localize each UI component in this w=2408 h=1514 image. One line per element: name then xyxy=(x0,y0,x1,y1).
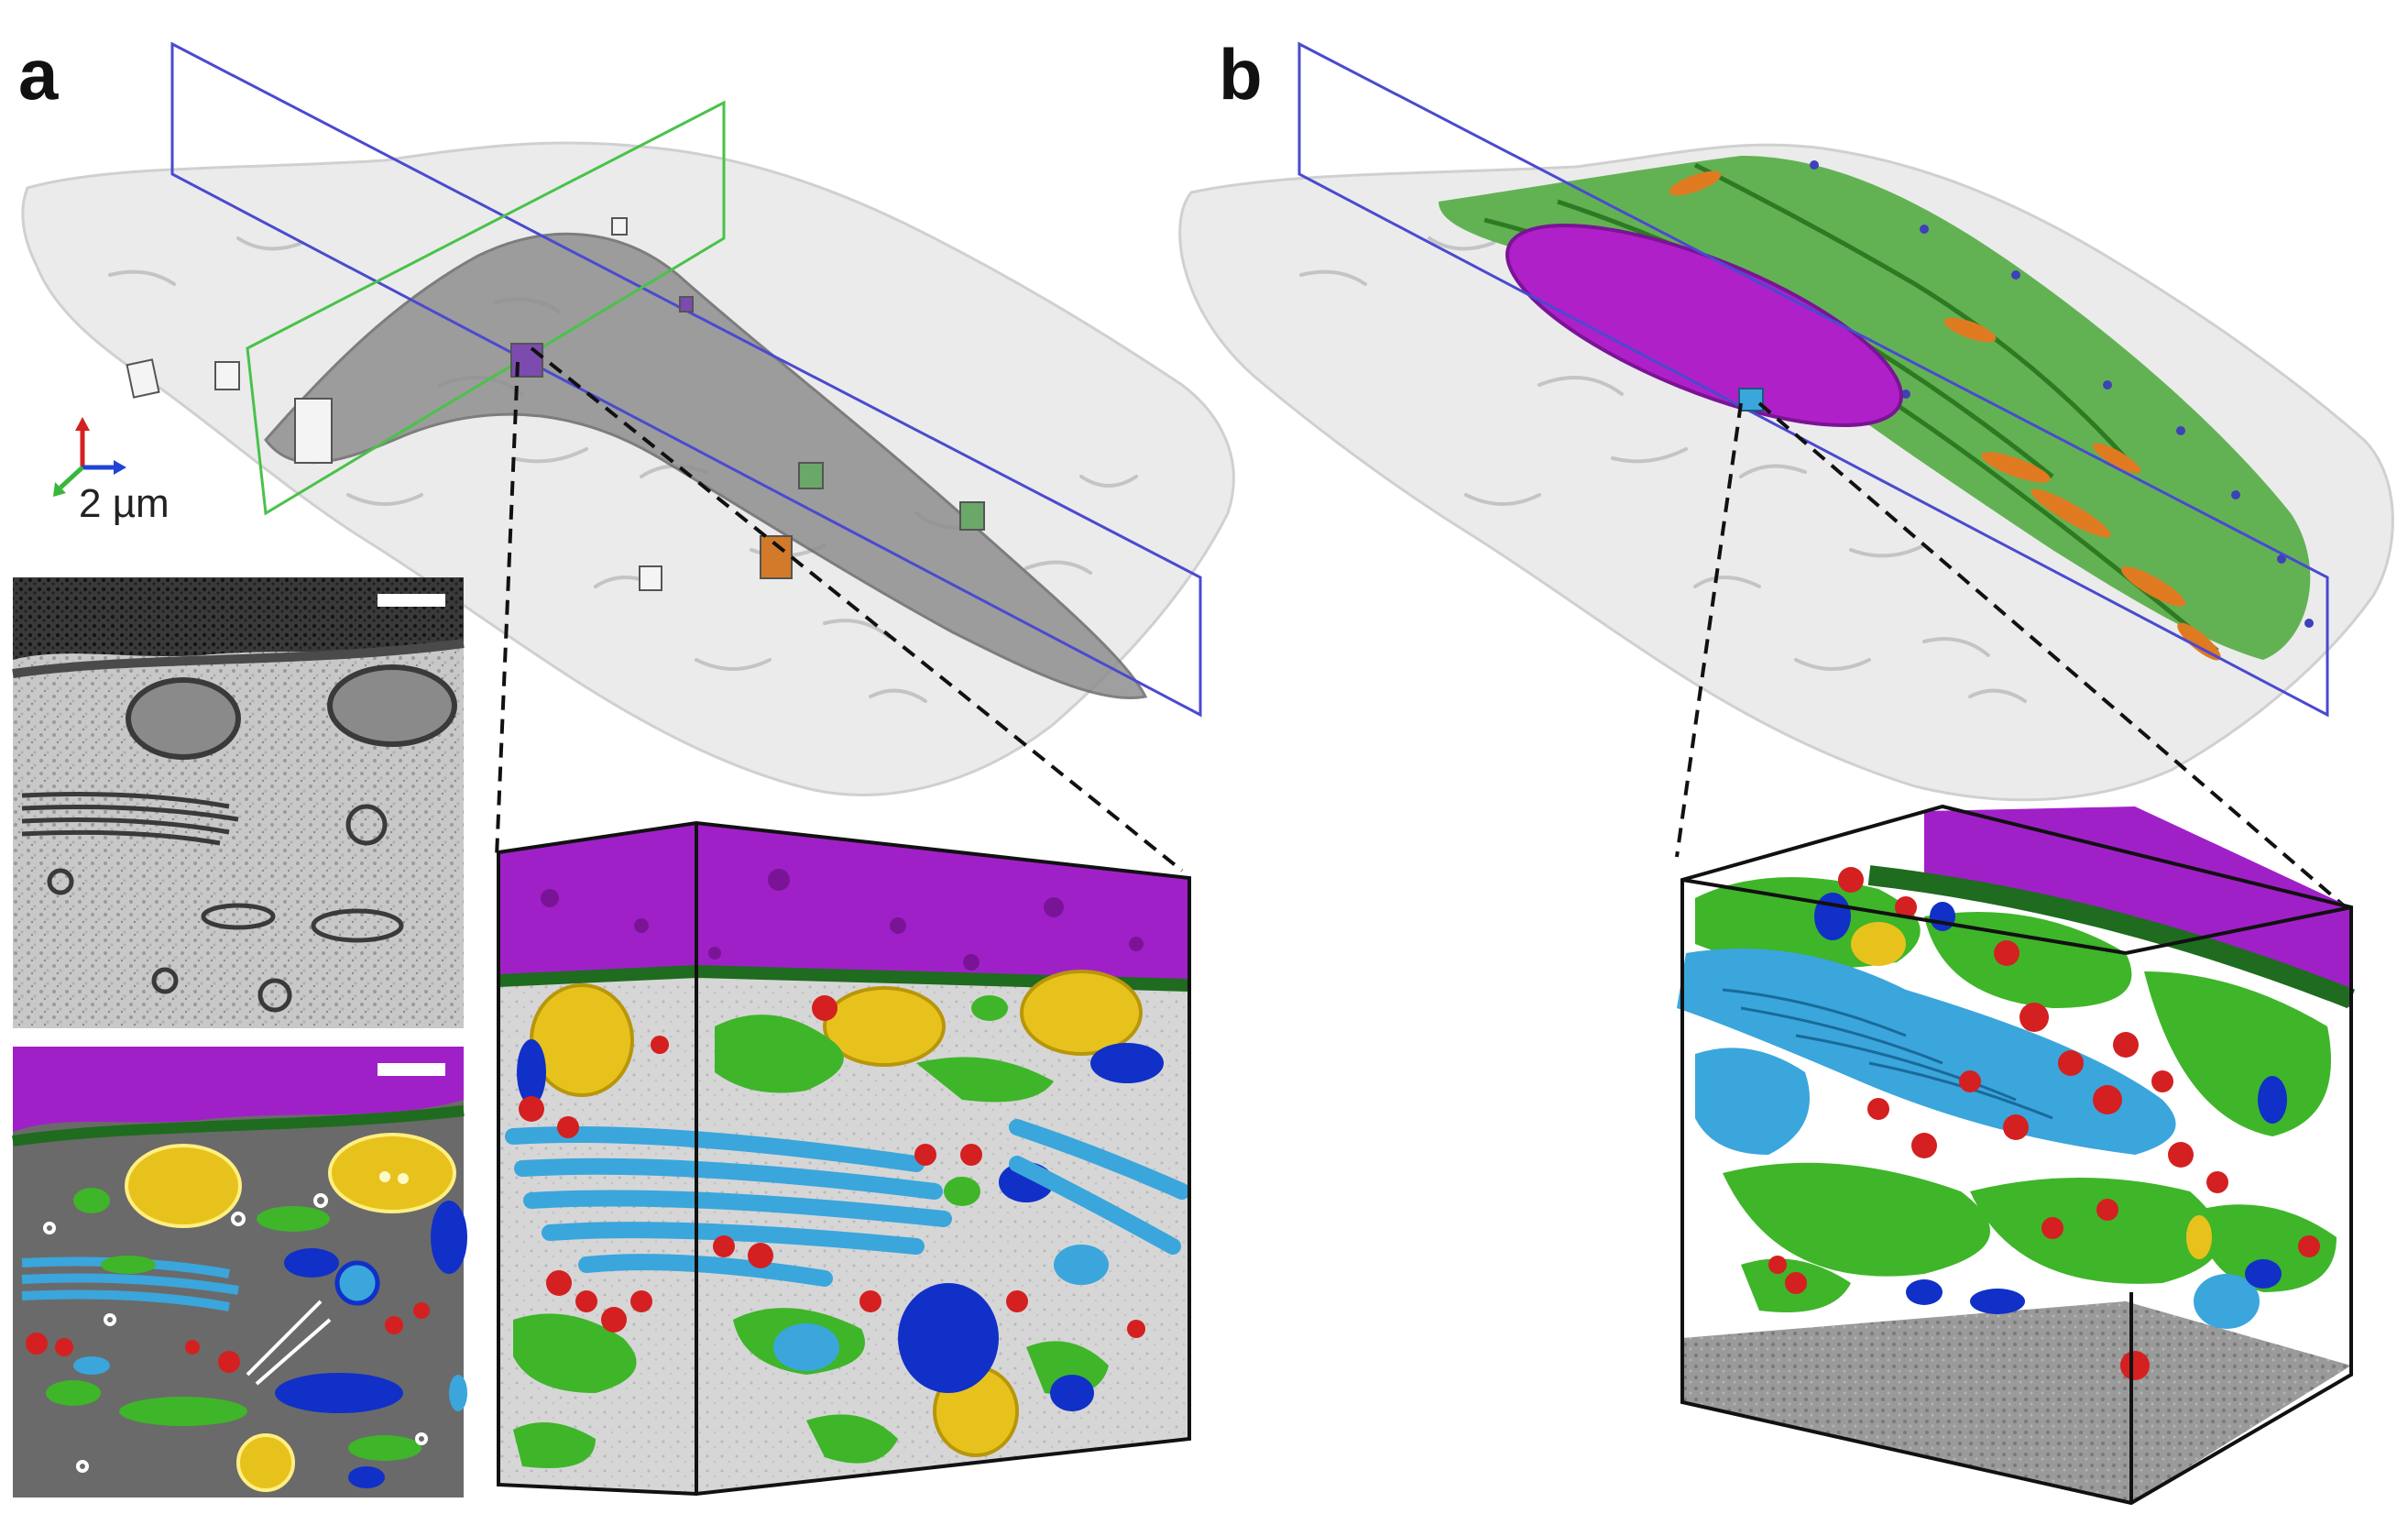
roi-boxes-a xyxy=(126,217,985,591)
membrane-ridges-b xyxy=(1299,236,2027,703)
lipid-droplets-b xyxy=(1669,170,2221,661)
zoom-lines-a xyxy=(495,346,1184,872)
panel-label-b: b xyxy=(1219,34,1263,115)
roi-box-b xyxy=(1738,388,1764,411)
scale-bar-seg xyxy=(378,1063,445,1076)
axis-triad-icon xyxy=(53,417,126,497)
panel-a xyxy=(12,41,1235,1498)
slice-plane-green-a xyxy=(246,100,726,516)
slice-plane-blue-b xyxy=(1297,41,2329,718)
scale-bar-label: 2 µm xyxy=(79,481,170,526)
panel-label-a: a xyxy=(18,34,59,115)
em-micrograph xyxy=(12,577,465,1028)
scale-bar-em xyxy=(378,594,445,607)
cell-membrane-b xyxy=(1178,143,2394,802)
panel-b xyxy=(1178,41,2394,1506)
segmentation-inset xyxy=(12,1047,467,1498)
zoom-lines-b xyxy=(1675,401,2348,909)
volume-block-a xyxy=(497,820,1191,1497)
volume-block-b xyxy=(1677,804,2356,1506)
nucleus-b xyxy=(1505,224,1903,427)
endosome-dots-b xyxy=(1810,160,2314,628)
slice-plane-blue-a xyxy=(170,41,1202,718)
